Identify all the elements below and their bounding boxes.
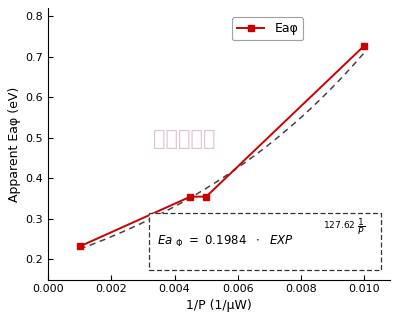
Legend: Eaφ: Eaφ <box>232 17 303 40</box>
X-axis label: 1/P (1/μW): 1/P (1/μW) <box>186 299 252 312</box>
Text: $Ea\ _{\Phi}\ =\ 0.1984\ \ \cdot\ \ EXP$: $Ea\ _{\Phi}\ =\ 0.1984\ \ \cdot\ \ EXP$ <box>157 234 294 249</box>
Text: $127.62\ \dfrac{1}{P}$: $127.62\ \dfrac{1}{P}$ <box>323 216 365 237</box>
Text: 金洛鑫电子: 金洛鑫电子 <box>154 129 216 148</box>
Y-axis label: Apparent Eaφ (eV): Apparent Eaφ (eV) <box>8 86 21 202</box>
FancyBboxPatch shape <box>149 213 381 270</box>
